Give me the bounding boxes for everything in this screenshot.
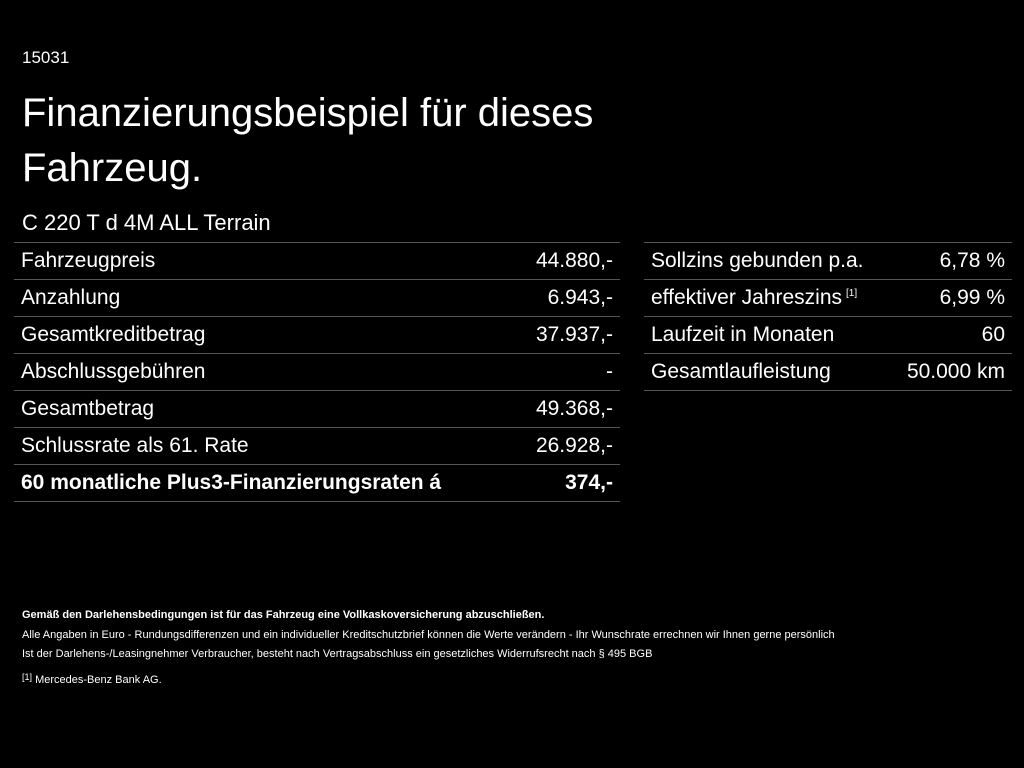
row-label-text: Fahrzeugpreis (21, 249, 156, 272)
row-label-text: Abschlussgebühren (21, 360, 206, 383)
row-label-text: Schlussrate als 61. Rate (21, 434, 249, 457)
table-row: Gesamtkreditbetrag 37.937,- (14, 317, 620, 354)
table-row: 60 monatliche Plus3-Finanzierungsraten á… (14, 465, 620, 502)
row-value: 60 (981, 323, 1005, 346)
row-value: 374,- (565, 471, 613, 494)
footer: Gemäß den Darlehensbedingungen ist für d… (22, 606, 835, 690)
right-table: Sollzins gebunden p.a. 6,78 % effektiver J… (644, 242, 1012, 391)
row-label-text: Anzahlung (21, 286, 121, 309)
table-row: effektiver Jahreszins [1] 6,99 % (644, 280, 1012, 317)
row-label-text: Gesamtkreditbetrag (21, 323, 206, 346)
footnote-text: Mercedes-Benz Bank AG. (35, 673, 162, 686)
row-label: Sollzins gebunden p.a. (651, 249, 864, 273)
row-label-text: effektiver Jahreszins (651, 286, 843, 309)
row-label: Gesamtbetrag (21, 397, 154, 421)
table-row: Fahrzeugpreis 44.880,- (14, 243, 620, 280)
footer-line: Alle Angaben in Euro - Rundungsdifferenz… (22, 628, 835, 641)
model: C 220 T d 4M ALL Terrain (22, 210, 271, 235)
row-value: 44.880,- (535, 249, 613, 272)
table-row: Gesamtlaufleistung 50.000 km (644, 354, 1012, 391)
row-label: Laufzeit in Monaten (651, 323, 834, 347)
row-label: Gesamtkreditbetrag (21, 323, 205, 347)
row-value: - (606, 360, 613, 383)
footnote: [1] Mercedes-Benz Bank AG. (22, 668, 835, 691)
row-value: 6,78 % (939, 249, 1005, 272)
footnote-ref: [1] (846, 288, 858, 299)
row-label-text: Sollzins gebunden p.a. (651, 249, 864, 272)
row-label: 60 monatliche Plus3-Finanzierungsraten á (21, 471, 441, 495)
footer-line: Ist der Darlehens-/Leasingnehmer Verbrau… (22, 647, 653, 660)
table-row: Anzahlung 6.943,- (14, 280, 620, 317)
table-row: Abschlussgebühren - (14, 354, 620, 391)
table-row: Schlussrate als 61. Rate 26.928,- (14, 428, 620, 465)
row-value: 26.928,- (535, 434, 613, 457)
row-label: Anzahlung (21, 286, 120, 310)
row-label-text: Gesamtlaufleistung (651, 360, 831, 383)
row-label-text: Gesamtbetrag (21, 397, 155, 420)
footnote-marker: [1] (22, 671, 33, 682)
row-value: 50.000 km (906, 360, 1005, 383)
row-value: 6.943,- (547, 286, 613, 309)
left-table: Fahrzeugpreis 44.880,- Anzahlung 6.943,- Ges… (14, 242, 620, 502)
row-label-text: Laufzeit in Monaten (651, 323, 835, 346)
row-label-text: 60 monatliche Plus3-Finanzierungsraten á (21, 471, 442, 494)
title: Finanzierungsbeispiel für dieses Fahrzeu… (22, 91, 594, 190)
table-row: Sollzins gebunden p.a. 6,78 % (644, 243, 1012, 280)
table-row: Laufzeit in Monaten 60 (644, 317, 1012, 354)
row-label: effektiver Jahreszins [1] (651, 286, 857, 310)
row-value: 49.368,- (535, 397, 613, 420)
row-label: Abschlussgebühren (21, 360, 205, 384)
vehicle-id: 15031 (22, 48, 70, 67)
footer-bold: Gemäß den Darlehensbedingungen ist für d… (22, 609, 545, 621)
row-label: Fahrzeugpreis (21, 249, 155, 273)
row-label: Gesamtlaufleistung (651, 360, 831, 384)
row-value: 6,99 % (939, 286, 1005, 309)
row-value: 37.937,- (535, 323, 613, 346)
row-label: Schlussrate als 61. Rate (21, 434, 249, 458)
table-row: Gesamtbetrag 49.368,- (14, 391, 620, 428)
